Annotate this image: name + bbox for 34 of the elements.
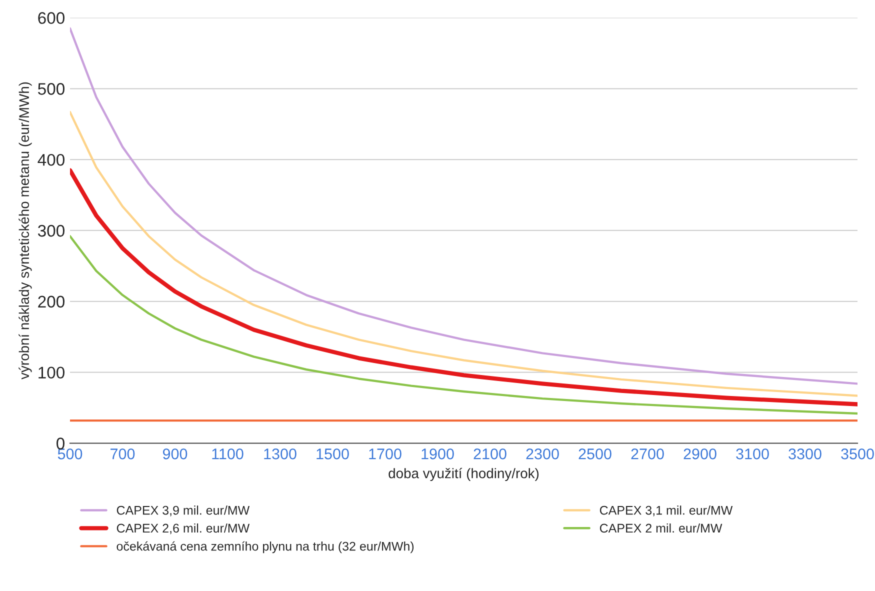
y-tick-label: 600 (38, 12, 64, 24)
y-tick-label: 100 (38, 366, 64, 379)
y-tick-label: 300 (38, 224, 64, 237)
x-axis-title: doba využití (hodiny/rok) (388, 468, 539, 482)
x-tick-label: 1100 (212, 448, 244, 460)
y-tick-label: 400 (38, 154, 64, 166)
legend-label: očekávaná cena zemního plynu na trhu (32 eur/MWh) (116, 541, 414, 554)
x-tick-label: 1500 (316, 448, 349, 460)
y-tick-label: 500 (38, 83, 64, 95)
legend-label: CAPEX 3,9 mil. eur/MW (116, 506, 250, 516)
x-tick-label: 1900 (422, 448, 454, 460)
x-tick-label: 2700 (631, 448, 664, 460)
legend-label: CAPEX 2,6 mil. eur/MW (116, 523, 250, 534)
x-tick-label: 2300 (526, 448, 559, 460)
line-series (70, 110, 858, 397)
legend-label: CAPEX 2 mil. eur/MW (600, 523, 722, 533)
line-series (70, 27, 858, 385)
x-tick-label: 2500 (578, 448, 612, 460)
x-tick-label: 2100 (474, 448, 506, 460)
y-tick-label: 0 (56, 438, 64, 450)
line-series (70, 168, 858, 406)
x-tick-label: 2900 (684, 448, 716, 460)
y-axis-title: výrobní náklady syntetického metanu (eur/MWh) (18, 82, 32, 380)
x-tick-label: 3500 (841, 448, 874, 460)
x-tick-label: 3100 (736, 448, 769, 460)
legend-label: CAPEX 3,1 mil. eur/MW (600, 506, 733, 516)
x-tick-label: 700 (110, 448, 135, 460)
x-tick-label: 1700 (369, 448, 402, 460)
x-tick-label: 1300 (264, 448, 296, 460)
x-tick-label: 900 (162, 448, 188, 460)
y-tick-label: 200 (38, 296, 64, 308)
x-tick-label: 3300 (788, 448, 822, 460)
line-series (70, 235, 858, 415)
x-tick-label: 500 (58, 448, 82, 460)
